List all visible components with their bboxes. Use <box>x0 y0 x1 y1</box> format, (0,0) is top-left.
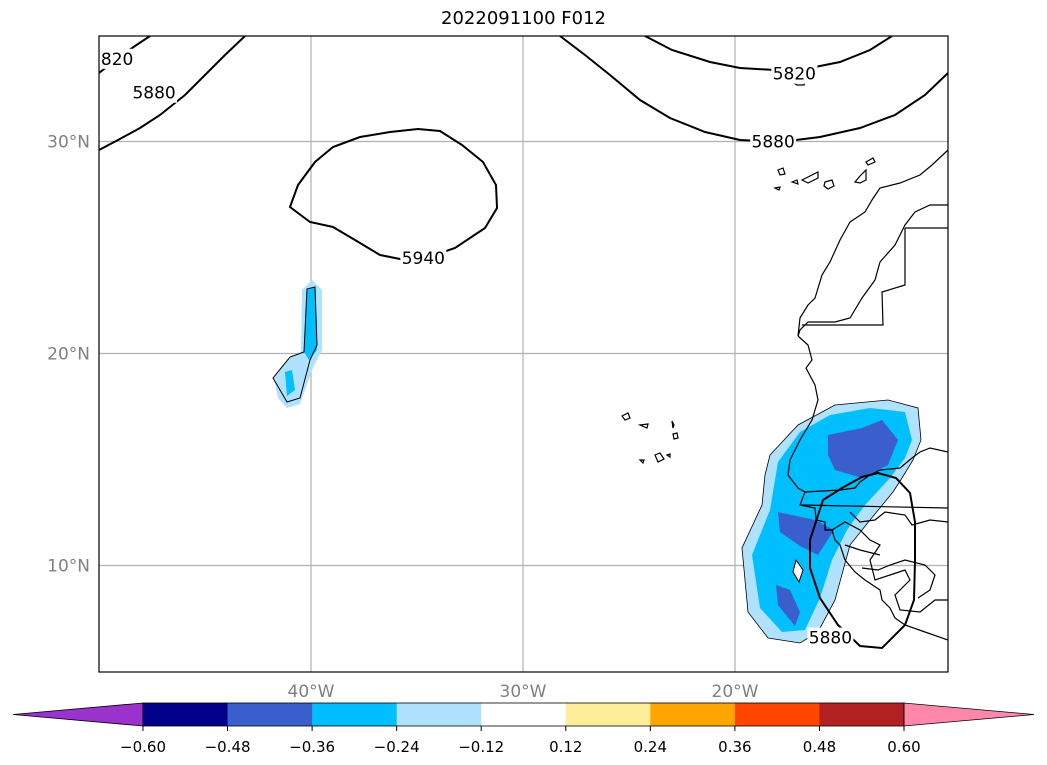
latitude-label: 30°N <box>47 133 90 153</box>
colorbar-bin <box>143 703 229 726</box>
colorbar-extend-high <box>903 702 1035 727</box>
colorbar-bin <box>734 703 820 726</box>
colorbar: −0.60 −0.48 −0.36 −0.24 −0.12 0.12 0.24 0.36 0.4… <box>12 702 1035 756</box>
contour-label-bg <box>400 248 447 269</box>
colorbar-tick-label: −0.12 <box>458 738 504 756</box>
map-title: 2022091100 F012 <box>441 8 606 29</box>
contour-label-bg <box>807 627 854 648</box>
colorbar-outline <box>142 702 905 727</box>
contour-label: 5880 <box>809 629 852 649</box>
contour-label: 5880 <box>752 133 795 153</box>
latitude-label: 20°N <box>47 345 90 365</box>
colorbar-tick-label: −0.48 <box>205 738 251 756</box>
colorbar-tick-label: −0.60 <box>120 738 166 756</box>
longitude-label: 30°W <box>500 682 547 702</box>
contour-label: 5880 <box>132 84 175 104</box>
colorbar-tick-label: 0.12 <box>549 738 582 756</box>
colorbar-bin <box>650 703 736 726</box>
colorbar-bin <box>565 703 651 726</box>
anomaly-fill-west <box>272 280 322 408</box>
colorbar-bin <box>396 703 482 726</box>
latitude-label: 10°N <box>47 557 90 577</box>
colorbar-tick-label: 0.24 <box>634 738 667 756</box>
contour-labels: 5820 5880 5940 5820 5880 5880 <box>90 48 854 649</box>
latitude-labels: 30°N 20°N 10°N <box>47 133 90 577</box>
contour-label: 5820 <box>773 65 816 85</box>
coastlines <box>787 149 948 641</box>
contour-label: 5820 <box>90 50 133 70</box>
colorbar-tick-label: 0.48 <box>803 738 836 756</box>
contour-label: 5940 <box>402 249 445 269</box>
colorbar-bin <box>819 703 905 726</box>
contour-label-bg <box>99 48 135 69</box>
anomaly-fill-africa <box>741 399 922 644</box>
map-frame <box>98 35 949 673</box>
colorbar-tick-label: 0.36 <box>718 738 751 756</box>
colorbar-bin <box>312 703 398 726</box>
contour-label-bg <box>131 82 178 103</box>
colorbar-bin <box>227 703 313 726</box>
islands <box>621 81 876 465</box>
contour-label-bg <box>750 131 797 152</box>
colorbar-tick-label: 0.60 <box>887 738 920 756</box>
contour-label-bg <box>771 63 818 84</box>
colorbar-tick-label: −0.36 <box>289 738 335 756</box>
longitude-labels: 40°W 30°W 20°W <box>288 682 759 702</box>
map-plot-area: 5820 5880 5940 5820 5880 5880 <box>90 36 948 672</box>
colorbar-extend-low <box>12 702 144 727</box>
longitude-label: 40°W <box>288 682 335 702</box>
colorbar-tick-label: −0.24 <box>374 738 420 756</box>
height-contours <box>99 36 948 650</box>
longitude-label: 20°W <box>712 682 759 702</box>
colorbar-bin <box>481 703 567 726</box>
